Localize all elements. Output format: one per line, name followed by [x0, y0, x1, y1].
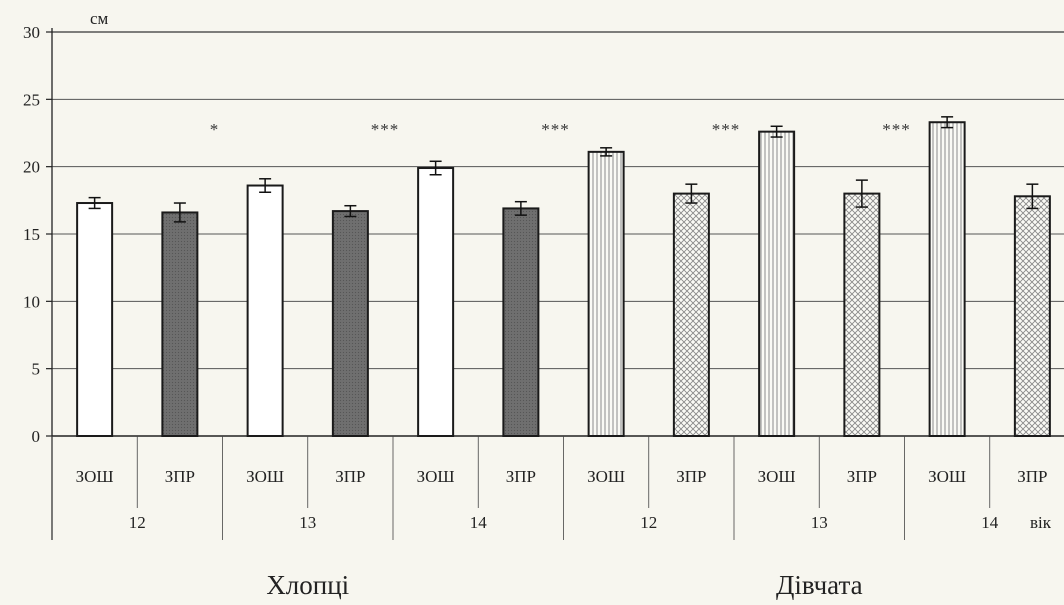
school-type-label: ЗОШ	[587, 467, 625, 486]
significance-marker: ***	[712, 120, 741, 139]
school-type-label: ЗОШ	[246, 467, 284, 486]
significance-marker: ***	[541, 120, 570, 139]
group-label: Хлопці	[266, 570, 349, 600]
bar	[758, 130, 796, 438]
school-type-label: ЗОШ	[928, 467, 966, 486]
school-type-label: ЗПР	[1017, 467, 1047, 486]
school-type-label: ЗПР	[847, 467, 877, 486]
y-tick-label: 5	[32, 360, 41, 379]
school-type-label: ЗПР	[676, 467, 706, 486]
y-axis-unit-label: см	[90, 9, 109, 28]
bar	[843, 192, 881, 437]
significance-marker: ***	[371, 120, 400, 139]
bar	[161, 211, 199, 437]
y-tick-label: 25	[23, 90, 40, 109]
school-type-label: ЗОШ	[76, 467, 114, 486]
bar	[331, 210, 369, 437]
y-tick-label: 15	[23, 225, 40, 244]
x-axis-unit-label: вік	[1030, 513, 1052, 532]
bar	[587, 150, 625, 437]
grid-lines	[52, 31, 1064, 370]
bar	[672, 192, 710, 437]
y-tick-label: 20	[23, 158, 40, 177]
school-type-label: ЗОШ	[758, 467, 796, 486]
bar	[502, 207, 540, 437]
school-type-label: ЗПР	[506, 467, 536, 486]
age-label: 12	[640, 513, 657, 532]
labels: 0 5 10 15 20 25 30 ЗОШ ЗПР 12 ЗОШ * ЗПР 13 ЗОШ *** ЗПР 14…	[23, 23, 1048, 600]
school-type-label: ЗОШ	[417, 467, 455, 486]
bar	[76, 202, 114, 437]
age-label: 14	[470, 513, 488, 532]
school-type-label: ЗПР	[165, 467, 195, 486]
bar	[417, 167, 455, 437]
group-label: Дівчата	[776, 570, 863, 600]
y-tick-label: 30	[23, 23, 40, 42]
bar	[928, 121, 966, 438]
bar	[1013, 195, 1051, 437]
age-label: 13	[811, 513, 828, 532]
y-tick-label: 10	[23, 292, 40, 311]
age-label: 12	[129, 513, 146, 532]
significance-marker: *	[210, 120, 220, 139]
y-tick-label: 0	[32, 427, 41, 446]
bars	[76, 116, 1051, 438]
axes	[46, 28, 1064, 540]
school-type-label: ЗПР	[335, 467, 365, 486]
age-label: 13	[299, 513, 316, 532]
significance-marker: ***	[882, 120, 911, 139]
age-label: 14	[981, 513, 999, 532]
bar	[246, 184, 284, 437]
